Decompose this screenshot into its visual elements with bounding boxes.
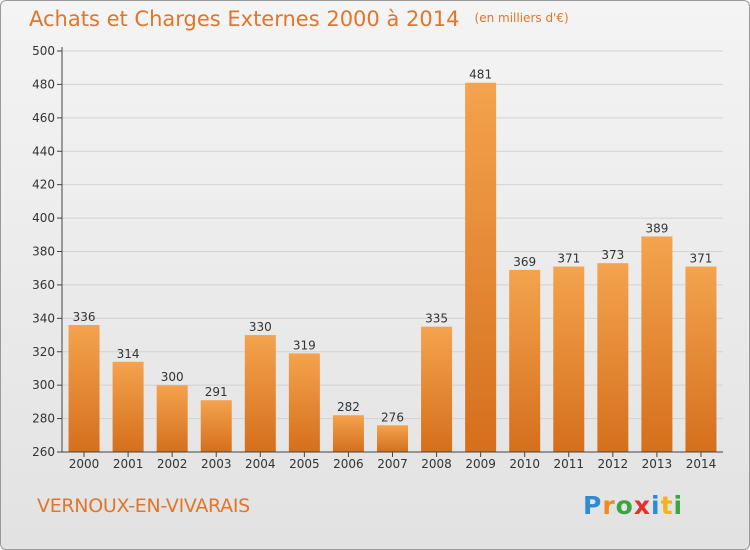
y-tick-label: 460: [32, 111, 55, 125]
bar: [112, 361, 144, 452]
logo-letter: r: [602, 491, 616, 520]
bar: [332, 415, 364, 452]
y-tick-label: 440: [32, 144, 55, 158]
title-row: Achats et Charges Externes 2000 à 2014 (…: [29, 7, 569, 31]
proxiti-logo: Proxiti: [583, 491, 683, 520]
bar: [553, 266, 585, 452]
x-tick-label: 2011: [553, 457, 584, 471]
bar-value-label: 371: [557, 252, 580, 266]
bar-value-label: 481: [469, 68, 492, 82]
bar: [377, 425, 408, 452]
y-tick-label: 280: [32, 412, 55, 426]
bar-value-label: 373: [601, 248, 624, 262]
bar-value-label: 330: [249, 320, 272, 334]
x-tick-label: 2005: [289, 457, 320, 471]
bar-value-label: 319: [293, 338, 316, 352]
bar-value-label: 369: [513, 255, 536, 269]
y-tick-label: 320: [32, 345, 55, 359]
commune-name: VERNOUX-EN-VIVARAIS: [37, 495, 250, 517]
chart-title: Achats et Charges Externes 2000 à 2014: [29, 7, 460, 31]
bars: [68, 82, 717, 452]
y-tick-label: 260: [32, 445, 55, 459]
bar: [641, 236, 673, 452]
bar: [509, 269, 541, 452]
bar-value-label: 276: [381, 410, 404, 424]
x-tick-label: 2008: [421, 457, 452, 471]
logo-letter: x: [633, 491, 651, 520]
x-tick-label: 2013: [642, 457, 673, 471]
bar-value-label: 282: [337, 400, 360, 414]
labels: 260 280 300 320 340 360 380 400 420 440 460 480 500 3…: [32, 44, 716, 471]
y-tick-label: 500: [32, 44, 55, 58]
y-tick-label: 380: [32, 245, 55, 259]
chart-unit: (en milliers d'€): [474, 11, 569, 25]
x-tick-label: 2006: [333, 457, 364, 471]
x-tick-label: 2003: [201, 457, 232, 471]
bar: [685, 266, 717, 452]
x-tick-label: 2001: [113, 457, 144, 471]
logo-letter: o: [615, 491, 634, 520]
x-tick-label: 2004: [245, 457, 276, 471]
bar-value-label: 300: [161, 370, 184, 384]
bar-value-label: 335: [425, 312, 448, 326]
bar-value-label: 291: [205, 385, 228, 399]
y-tick-label: 420: [32, 178, 55, 192]
bar: [156, 385, 188, 452]
x-tick-label: 2009: [465, 457, 496, 471]
x-tick-label: 2007: [377, 457, 408, 471]
logo-letter: P: [583, 491, 603, 520]
y-tick-label: 400: [32, 211, 55, 225]
bar: [597, 263, 629, 452]
x-tick-label: 2012: [598, 457, 629, 471]
axes: [57, 47, 723, 457]
bar: [200, 400, 232, 452]
bar: [288, 353, 320, 452]
y-tick-label: 480: [32, 77, 55, 91]
y-tick-label: 360: [32, 278, 55, 292]
bar: [421, 326, 453, 452]
logo-letter: i: [651, 491, 661, 520]
bar: [244, 335, 276, 452]
logo-letter: i: [673, 491, 684, 520]
bar-value-label: 314: [117, 347, 140, 361]
bar: [68, 325, 100, 452]
y-tick-label: 340: [32, 311, 55, 325]
bar-value-label: 371: [690, 252, 713, 266]
logo-letter: t: [660, 491, 674, 520]
bar-value-label: 336: [73, 310, 96, 324]
x-tick-label: 2010: [509, 457, 540, 471]
x-tick-label: 2002: [157, 457, 188, 471]
bar: [465, 82, 497, 452]
x-tick-label: 2000: [69, 457, 100, 471]
bar-value-label: 389: [645, 221, 668, 235]
x-tick-label: 2014: [686, 457, 717, 471]
y-tick-label: 300: [32, 378, 55, 392]
